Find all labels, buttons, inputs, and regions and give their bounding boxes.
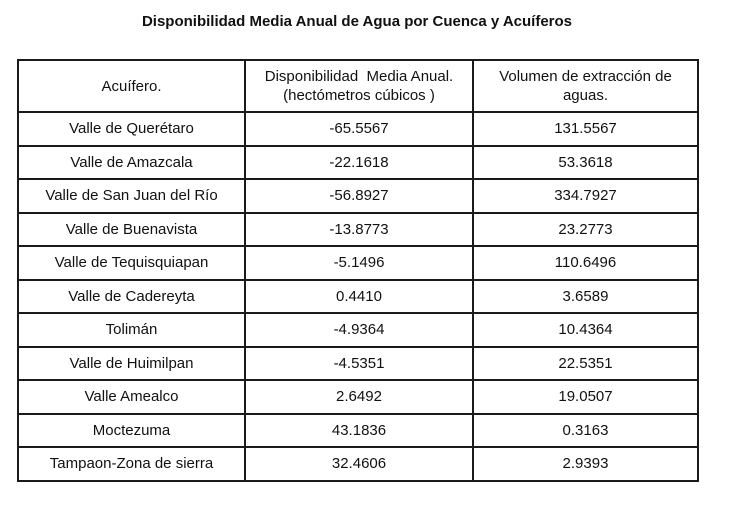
table-row: Valle de San Juan del Río -56.8927 334.7… (17, 178, 699, 214)
cell-aquifer: Tampaon-Zona de sierra (17, 446, 246, 482)
table-row: Valle Amealco 2.6492 19.0507 (17, 379, 699, 415)
cell-extraction: 22.5351 (472, 345, 699, 381)
cell-aquifer: Moctezuma (17, 412, 246, 448)
header-availability-line2: (hectómetros cúbicos ) (283, 87, 435, 104)
header-availability: Disponibilidad Media Anual. (hectómetros… (244, 59, 474, 113)
cell-availability: 2.6492 (244, 379, 474, 415)
aquifer-table: Acuífero. Disponibilidad Media Anual. (h… (17, 59, 699, 482)
table-row: Valle de Huimilpan -4.5351 22.5351 (17, 345, 699, 381)
cell-availability: -22.1618 (244, 144, 474, 180)
cell-availability: -65.5567 (244, 111, 474, 147)
cell-aquifer: Valle de Querétaro (17, 111, 246, 147)
cell-availability: -4.5351 (244, 345, 474, 381)
cell-extraction: 10.4364 (472, 312, 699, 348)
cell-aquifer: Valle de Amazcala (17, 144, 246, 180)
cell-extraction: 23.2773 (472, 211, 699, 247)
table-row: Valle de Buenavista -13.8773 23.2773 (17, 211, 699, 247)
table-row: Valle de Amazcala -22.1618 53.3618 (17, 144, 699, 180)
table-row: Valle de Querétaro -65.5567 131.5567 (17, 111, 699, 147)
cell-extraction: 334.7927 (472, 178, 699, 214)
cell-aquifer: Valle de Buenavista (17, 211, 246, 247)
cell-availability: 0.4410 (244, 278, 474, 314)
cell-extraction: 2.9393 (472, 446, 699, 482)
cell-availability: -13.8773 (244, 211, 474, 247)
header-availability-line1: Disponibilidad Media Anual. (264, 68, 454, 85)
table-row: Valle de Cadereyta 0.4410 3.6589 (17, 278, 699, 314)
cell-extraction: 19.0507 (472, 379, 699, 415)
header-extraction-line2: aguas. (562, 87, 609, 104)
table-header-row: Acuífero. Disponibilidad Media Anual. (h… (17, 59, 699, 113)
table-row: Tolimán -4.9364 10.4364 (17, 312, 699, 348)
cell-aquifer: Valle de Tequisquiapan (17, 245, 246, 281)
cell-aquifer: Valle de Cadereyta (17, 278, 246, 314)
cell-aquifer: Valle Amealco (17, 379, 246, 415)
cell-availability: 32.4606 (244, 446, 474, 482)
cell-aquifer: Valle de Huimilpan (17, 345, 246, 381)
cell-extraction: 110.6496 (472, 245, 699, 281)
table-row: Moctezuma 43.1836 0.3163 (17, 412, 699, 448)
document-title: Disponibilidad Media Anual de Agua por C… (141, 13, 573, 30)
cell-extraction: 131.5567 (472, 111, 699, 147)
cell-extraction: 53.3618 (472, 144, 699, 180)
cell-availability: -5.1496 (244, 245, 474, 281)
table-row: Tampaon-Zona de sierra 32.4606 2.9393 (17, 446, 699, 482)
cell-availability: 43.1836 (244, 412, 474, 448)
cell-availability: -56.8927 (244, 178, 474, 214)
header-extraction-line1: Volumen de extracción de (499, 68, 672, 85)
table-row: Valle de Tequisquiapan -5.1496 110.6496 (17, 245, 699, 281)
cell-availability: -4.9364 (244, 312, 474, 348)
header-extraction: Volumen de extracción de aguas. (472, 59, 699, 113)
cell-extraction: 3.6589 (472, 278, 699, 314)
cell-extraction: 0.3163 (472, 412, 699, 448)
cell-aquifer: Tolimán (17, 312, 246, 348)
cell-aquifer: Valle de San Juan del Río (17, 178, 246, 214)
header-aquifer: Acuífero. (17, 59, 246, 113)
